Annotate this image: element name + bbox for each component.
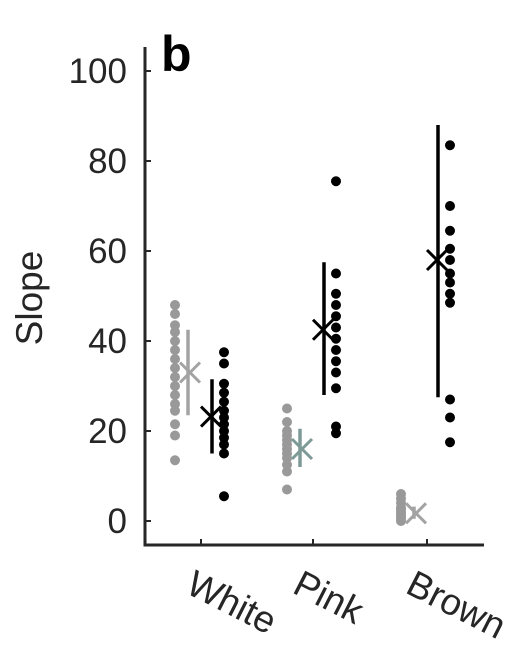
data-point: [219, 347, 229, 358]
mean-marker: [290, 437, 314, 461]
data-point: [170, 300, 180, 310]
data-point: [331, 356, 341, 367]
data-point: [331, 367, 341, 378]
axes: [143, 47, 484, 547]
data-point: [445, 140, 455, 151]
data-point: [170, 354, 180, 364]
data-point: [396, 489, 406, 499]
data-point: [331, 268, 341, 279]
data-point: [445, 277, 455, 288]
y-tick-label: 40: [88, 322, 127, 361]
data-point: [170, 455, 180, 466]
data-point: [219, 396, 229, 407]
data-point: [219, 387, 229, 398]
data-point: [170, 430, 180, 441]
data-point: [331, 383, 341, 394]
mean-marker: [199, 405, 223, 428]
data-point: [331, 288, 341, 299]
panel-label: b: [161, 26, 192, 82]
data-point: [170, 390, 180, 400]
data-point: [331, 300, 341, 310]
data-point: [219, 448, 229, 459]
x-axis-ticks: White Pink Brown: [180, 539, 512, 647]
mean-marker: [404, 502, 428, 525]
data-point: [282, 484, 292, 495]
data-point: [331, 311, 341, 322]
x-tick-label: Pink: [287, 563, 370, 632]
data-point: [219, 358, 229, 369]
data-point: [170, 419, 180, 430]
data-point: [282, 426, 292, 436]
x-tick-label: Brown: [400, 563, 512, 647]
data-point: [445, 288, 455, 299]
data-point: [219, 378, 229, 389]
data-point: [445, 225, 455, 236]
data-point: [170, 336, 180, 346]
data-point: [282, 417, 292, 427]
data-point: [331, 345, 341, 355]
data-point: [331, 421, 341, 432]
data-point: [170, 381, 180, 391]
data-point: [445, 255, 455, 265]
y-tick-label: 80: [88, 142, 127, 181]
data-point: [445, 268, 455, 279]
data-point: [445, 394, 455, 405]
data-marks: [170, 125, 455, 526]
data-point: [331, 322, 341, 333]
data-point: [170, 363, 180, 373]
data-point: [282, 403, 292, 414]
data-point: [219, 405, 229, 416]
y-tick-label: 60: [88, 232, 127, 271]
y-axis-title: Slope: [9, 251, 50, 346]
data-point: [219, 491, 229, 502]
mean-marker: [311, 318, 335, 341]
data-point: [445, 201, 455, 211]
mean-marker: [178, 361, 202, 384]
y-tick-label: 20: [88, 412, 127, 451]
x-tick-label: White: [180, 563, 283, 642]
data-point: [170, 309, 180, 319]
data-point: [331, 333, 341, 344]
data-point: [170, 399, 180, 409]
data-point: [445, 297, 455, 308]
data-point: [445, 437, 455, 448]
data-point: [170, 372, 180, 382]
y-tick-label: 0: [108, 502, 127, 541]
data-point: [331, 176, 341, 187]
y-axis-ticks: 0 20 40 60 80 100: [69, 52, 151, 541]
y-tick-label: 100: [69, 52, 127, 91]
data-point: [445, 412, 455, 423]
mean-marker: [425, 248, 449, 272]
data-point: [170, 320, 180, 331]
data-point: [170, 345, 180, 355]
